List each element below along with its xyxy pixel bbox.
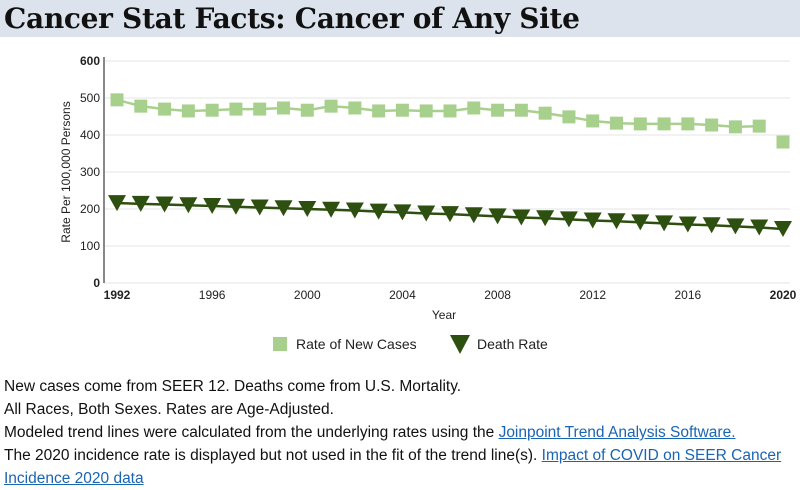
x-tick-label: 2020 <box>770 288 797 302</box>
title-bar: Cancer Stat Facts: Cancer of Any Site <box>0 0 800 37</box>
data-point-new-cases <box>705 118 719 132</box>
data-point-death-rate <box>179 197 198 214</box>
data-point-new-cases <box>110 93 124 107</box>
legend-label-death-rate: Death Rate <box>477 336 548 352</box>
data-point-new-cases <box>277 101 290 115</box>
page-title: Cancer Stat Facts: Cancer of Any Site <box>4 2 580 35</box>
y-axis-title: Rate Per 100,000 Persons <box>59 101 73 242</box>
data-point-death-rate <box>750 219 769 236</box>
y-tick-label: 100 <box>80 239 100 253</box>
data-point-new-cases <box>633 117 647 131</box>
data-point-new-cases <box>610 116 623 130</box>
data-point-new-cases <box>491 103 505 117</box>
y-tick-label: 300 <box>80 165 100 179</box>
x-tick-label: 2004 <box>389 288 416 302</box>
data-point-death-rate <box>774 220 792 237</box>
data-point-death-rate <box>536 210 555 227</box>
data-point-new-cases <box>443 104 457 118</box>
data-point-death-rate <box>678 216 697 233</box>
data-point-death-rate <box>131 195 150 212</box>
x-tick-label: 1996 <box>199 288 226 302</box>
data-point-new-cases <box>562 110 576 124</box>
note-data-sources: New cases come from SEER 12. Deaths come… <box>4 378 462 395</box>
legend-swatch-death-rate <box>450 335 470 354</box>
data-point-new-cases <box>348 101 362 115</box>
data-point-new-cases <box>158 102 172 116</box>
data-point-new-cases <box>681 117 695 131</box>
data-point-new-cases <box>776 135 790 149</box>
data-point-death-rate <box>393 204 412 221</box>
data-point-new-cases <box>372 104 386 118</box>
x-tick-label: 1992 <box>104 288 131 302</box>
data-point-new-cases <box>514 103 528 117</box>
data-point-new-cases <box>752 119 766 133</box>
data-point-death-rate <box>369 203 388 220</box>
data-point-death-rate <box>631 214 650 231</box>
data-point-death-rate <box>345 202 364 219</box>
x-tick-label: 2008 <box>484 288 511 302</box>
data-point-death-rate <box>417 205 436 222</box>
joinpoint-link[interactable]: Joinpoint Trend Analysis Software. <box>498 424 736 441</box>
data-point-death-rate <box>464 207 483 224</box>
data-point-death-rate <box>203 198 222 215</box>
legend-label-new-cases: Rate of New Cases <box>296 336 417 352</box>
data-point-death-rate <box>702 217 721 234</box>
data-point-death-rate <box>226 198 245 215</box>
data-point-new-cases <box>324 99 338 113</box>
data-point-death-rate <box>512 209 531 226</box>
data-point-death-rate <box>250 199 269 216</box>
data-point-death-rate <box>488 208 507 225</box>
trend-chart: 0 100 200 300 400 500 600 1992 1996 2000 2004 2008 2… <box>59 54 797 354</box>
data-point-death-rate <box>155 196 174 213</box>
data-point-death-rate <box>108 195 126 212</box>
data-point-new-cases <box>657 117 671 131</box>
series-line-new-cases <box>116 98 760 129</box>
data-point-new-cases <box>728 120 742 134</box>
note-population: All Races, Both Sexes. Rates are Age-Adj… <box>4 401 334 418</box>
data-point-new-cases <box>395 103 409 117</box>
x-tick-label: 2012 <box>579 288 606 302</box>
data-point-new-cases <box>134 99 148 113</box>
note-2020: The 2020 incidence rate is displayed but… <box>4 447 782 487</box>
data-point-new-cases <box>419 104 433 118</box>
data-point-death-rate <box>726 218 745 235</box>
data-point-new-cases <box>205 103 219 117</box>
data-point-death-rate <box>607 213 626 230</box>
y-tick-label: 500 <box>80 91 100 105</box>
data-point-new-cases <box>229 102 243 116</box>
data-point-death-rate <box>583 212 602 229</box>
covid-impact-link[interactable]: Impact of COVID on SEER Cancer Incidence… <box>4 447 782 487</box>
legend-swatch-new-cases <box>273 337 287 351</box>
data-point-death-rate <box>274 200 293 217</box>
x-tick-label: 2016 <box>675 288 702 302</box>
data-point-new-cases <box>467 101 481 115</box>
chart-notes: New cases come from SEER 12. Deaths come… <box>4 375 800 490</box>
data-point-new-cases <box>300 103 314 117</box>
data-point-new-cases <box>253 102 267 116</box>
data-point-new-cases <box>181 104 195 118</box>
note-trend-lines: Modeled trend lines were calculated from… <box>4 424 736 441</box>
x-axis-title: Year <box>432 308 456 322</box>
data-point-new-cases <box>538 106 552 120</box>
y-tick-label: 400 <box>80 128 100 142</box>
y-tick-label: 200 <box>80 202 100 216</box>
data-point-death-rate <box>322 201 341 218</box>
data-point-death-rate <box>298 201 317 217</box>
data-point-death-rate <box>655 215 674 232</box>
y-tick-label: 600 <box>80 54 100 68</box>
data-point-death-rate <box>441 206 459 223</box>
x-tick-label: 2000 <box>294 288 321 302</box>
y-tick-label: 0 <box>93 276 100 290</box>
data-point-death-rate <box>559 211 578 228</box>
data-point-new-cases <box>586 114 600 128</box>
